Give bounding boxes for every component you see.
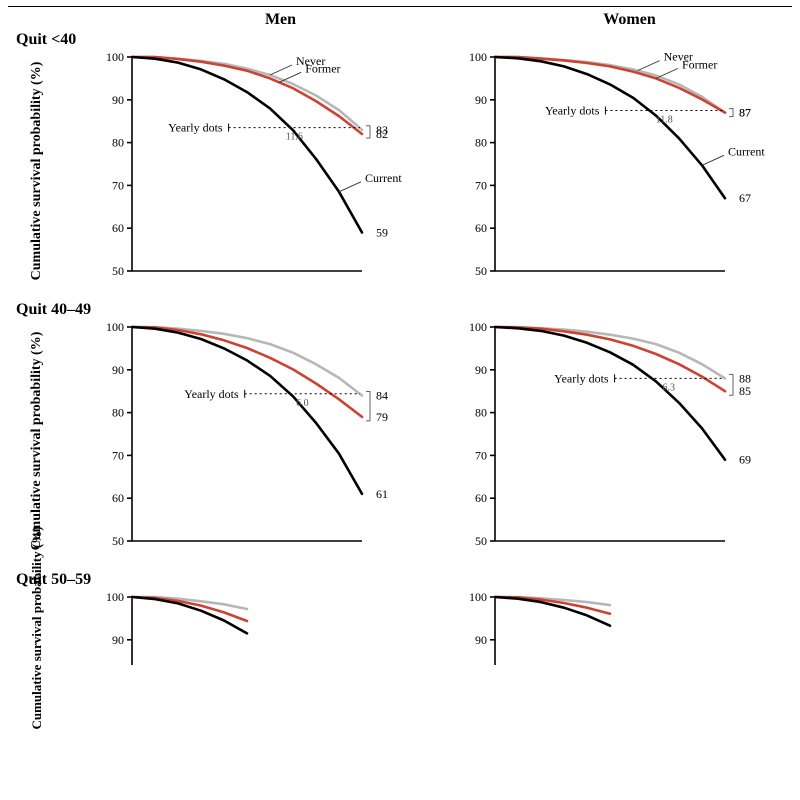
svg-text:Current: Current [728, 144, 765, 158]
svg-text:100: 100 [469, 51, 487, 64]
row-label: Quit 40–49 [8, 301, 792, 319]
svg-text:Current: Current [365, 171, 402, 185]
svg-text:100: 100 [469, 321, 487, 334]
svg-text:61: 61 [376, 487, 388, 501]
panel-men: 90 100 [90, 591, 420, 665]
svg-text:87: 87 [739, 106, 751, 120]
svg-text:70: 70 [475, 448, 487, 462]
svg-text:80: 80 [112, 136, 124, 150]
svg-text:6.0: 6.0 [296, 398, 309, 409]
y-axis-label-cell: Cumulative survival probability (%) [8, 321, 66, 561]
svg-text:79: 79 [376, 410, 388, 424]
svg-text:84: 84 [376, 388, 388, 402]
y-axis-label: Cumulative survival probability (%) [29, 527, 45, 730]
col-head-women: Women [467, 11, 792, 29]
svg-text:80: 80 [112, 406, 124, 420]
survival-chart: 90 100 [90, 591, 420, 665]
survival-chart: 5060708090100838259Yearly dots11.6NeverF… [90, 51, 420, 291]
svg-text:Former: Former [305, 61, 340, 75]
panel-row: Cumulative survival probability (%) 50 60 7… [8, 51, 792, 291]
svg-text:90: 90 [475, 363, 487, 377]
svg-text:11.6: 11.6 [286, 132, 303, 143]
svg-text:100: 100 [106, 51, 124, 64]
svg-text:80: 80 [475, 136, 487, 150]
svg-text:70: 70 [475, 178, 487, 192]
svg-text:100: 100 [106, 321, 124, 334]
svg-text:Yearly dots: Yearly dots [184, 387, 239, 401]
svg-text:90: 90 [112, 633, 124, 647]
survival-chart: 5060708090100888569Yearly dots6.3 [453, 321, 783, 561]
panel-women: 5060708090100878767Yearly dots11.8NeverF… [453, 51, 783, 291]
panel-row: Cumulative survival probability (%) 90 100… [8, 591, 792, 665]
svg-text:90: 90 [475, 93, 487, 107]
svg-text:80: 80 [475, 406, 487, 420]
svg-text:Yearly dots: Yearly dots [554, 371, 609, 385]
panel-men: 50 60 70 80 90 100 84 79 61 Yearly dots 6.0 [90, 321, 420, 561]
svg-text:50: 50 [475, 264, 487, 278]
panel-women: 90 100 [453, 591, 783, 665]
svg-text:Former: Former [682, 57, 717, 71]
svg-text:85: 85 [739, 384, 751, 398]
column-headers: Men Women [8, 11, 792, 29]
row-label: Quit <40 [8, 31, 792, 49]
svg-text:50: 50 [112, 534, 124, 548]
panel-men: 5060708090100838259Yearly dots11.6NeverF… [90, 51, 420, 291]
row-label: Quit 50–59 [8, 571, 792, 589]
svg-text:90: 90 [112, 363, 124, 377]
svg-text:60: 60 [475, 221, 487, 235]
svg-text:100: 100 [106, 591, 124, 604]
svg-text:60: 60 [112, 491, 124, 505]
svg-text:6.3: 6.3 [663, 382, 676, 393]
panel-rows: Quit <40 Cumulative survival probability … [8, 31, 792, 665]
y-axis-label-cell: Cumulative survival probability (%) [8, 591, 66, 665]
svg-text:50: 50 [112, 264, 124, 278]
survival-chart: 50 60 70 80 90 100 84 79 61 Yearly dots 6.0 [90, 321, 420, 561]
svg-text:100: 100 [469, 591, 487, 604]
survival-chart: 5060708090100878767Yearly dots11.8NeverF… [453, 51, 783, 291]
y-axis-label: Cumulative survival probability (%) [29, 332, 45, 551]
svg-text:70: 70 [112, 178, 124, 192]
figure-frame: Men Women Quit <40 Cumulative survival pr… [0, 0, 800, 665]
top-rule [8, 6, 792, 7]
col-head-men: Men [118, 11, 443, 29]
panel-row: Cumulative survival probability (%) 50 60 7… [8, 321, 792, 561]
svg-text:67: 67 [739, 191, 751, 205]
svg-text:90: 90 [475, 633, 487, 647]
svg-text:60: 60 [475, 491, 487, 505]
svg-text:70: 70 [112, 448, 124, 462]
svg-text:60: 60 [112, 221, 124, 235]
survival-chart: 90 100 [453, 591, 783, 665]
svg-text:90: 90 [112, 93, 124, 107]
svg-text:Yearly dots: Yearly dots [168, 121, 223, 135]
panel-women: 5060708090100888569Yearly dots6.3 [453, 321, 783, 561]
y-axis-label: Cumulative survival probability (%) [29, 62, 45, 281]
svg-text:69: 69 [739, 453, 751, 467]
svg-text:11.8: 11.8 [656, 115, 673, 126]
svg-text:Yearly dots: Yearly dots [545, 104, 600, 118]
y-axis-label-cell: Cumulative survival probability (%) [8, 51, 66, 291]
svg-text:82: 82 [376, 127, 388, 141]
svg-text:50: 50 [475, 534, 487, 548]
svg-text:59: 59 [376, 225, 388, 239]
